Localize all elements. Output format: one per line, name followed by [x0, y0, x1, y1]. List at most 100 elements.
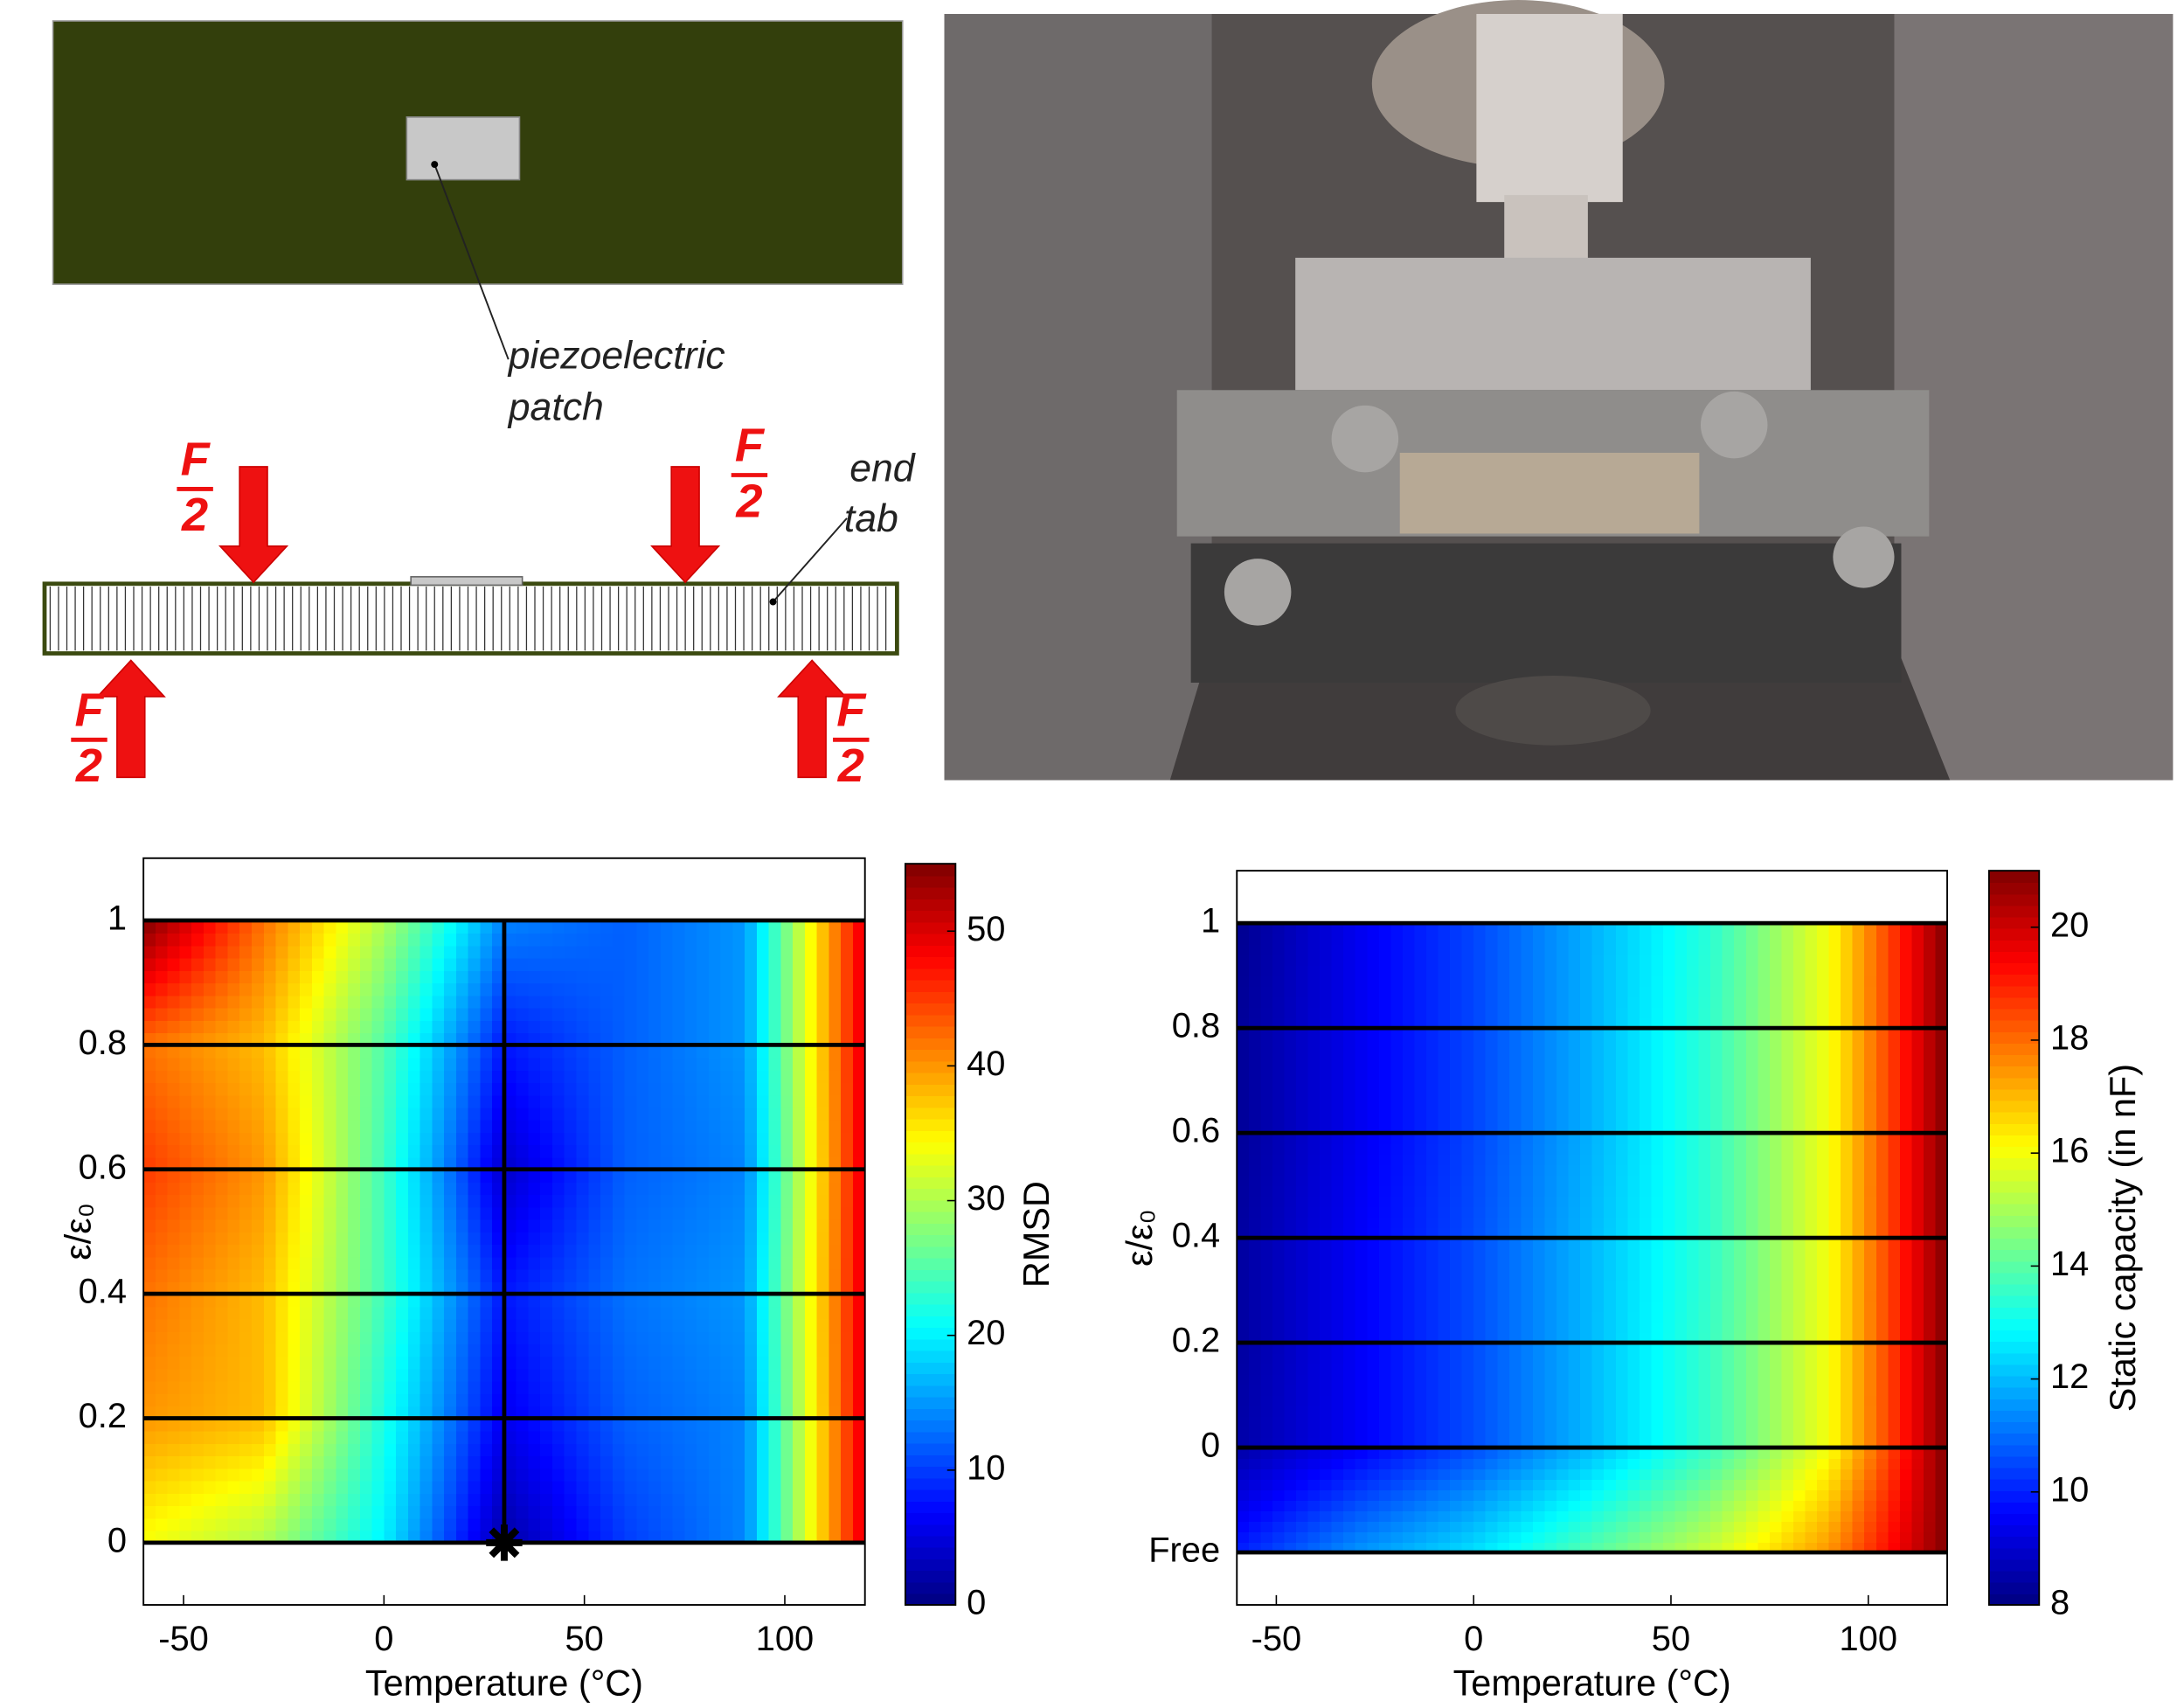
contour-cell — [516, 1007, 530, 1021]
contour-cell — [756, 1169, 770, 1183]
contour-cell — [1875, 1521, 1889, 1532]
contour-cell — [1378, 1385, 1392, 1397]
contour-cell — [852, 1231, 866, 1246]
contour-cell — [1544, 1322, 1557, 1334]
colorbar-segment — [905, 1199, 956, 1212]
plot-frame — [142, 857, 866, 1606]
contour-cell — [672, 1057, 686, 1071]
contour-cell — [660, 1468, 674, 1482]
contour-cell — [1320, 1395, 1333, 1407]
contour-cell — [359, 1380, 373, 1394]
contour-cell — [852, 1194, 866, 1208]
contour-cell — [239, 1330, 253, 1344]
contour-cell — [455, 1480, 469, 1494]
contour-cell — [1320, 1280, 1333, 1292]
contour-cell — [745, 1368, 758, 1382]
contour-cell — [1687, 1269, 1700, 1281]
contour-cell — [1591, 1280, 1605, 1292]
contour-cell — [239, 1082, 253, 1096]
contour-cell — [624, 1330, 638, 1344]
contour-cell — [551, 1206, 565, 1220]
contour-cell — [564, 1368, 578, 1382]
contour-cell — [804, 969, 818, 984]
contour-cell — [155, 982, 169, 996]
contour-cell — [684, 1430, 698, 1444]
contour-cell — [444, 1094, 457, 1108]
contour-cell — [1367, 1448, 1380, 1460]
contour-cell — [275, 1169, 289, 1183]
contour-cell — [780, 1045, 794, 1059]
contour-cell — [263, 945, 277, 959]
colorbar-segment — [905, 1049, 956, 1062]
contour-cell — [179, 1281, 193, 1295]
contour-cell — [564, 1132, 578, 1146]
contour-cell — [263, 957, 277, 971]
contour-cell — [829, 1094, 842, 1108]
contour-cell — [1521, 1311, 1534, 1323]
contour-cell — [348, 1244, 361, 1258]
contour-cell — [720, 1468, 734, 1482]
contour-cell — [852, 1306, 866, 1320]
contour-cell — [1828, 1416, 1842, 1428]
contour-cell — [732, 1231, 746, 1246]
contour-cell — [348, 1107, 361, 1121]
contour-cell — [1604, 1521, 1617, 1532]
contour-cell — [1805, 1468, 1819, 1481]
contour-cell — [1532, 1468, 1546, 1481]
colorbar-segment — [905, 1234, 956, 1247]
contour-cell — [780, 1169, 794, 1183]
contour-cell — [1532, 1416, 1546, 1428]
contour-cell — [745, 1343, 758, 1357]
contour-cell — [251, 1430, 265, 1444]
contour-cell — [697, 1318, 710, 1332]
contour-cell — [852, 1119, 866, 1133]
contour-cell — [540, 1468, 553, 1482]
contour-cell — [841, 1244, 854, 1258]
contour-cell — [323, 1019, 337, 1034]
contour-cell — [323, 1069, 337, 1084]
contour-cell — [503, 1330, 517, 1344]
contour-cell — [1473, 1238, 1487, 1250]
contour-cell — [1521, 1458, 1534, 1470]
contour-cell — [1521, 1364, 1534, 1376]
contour-cell — [793, 945, 806, 959]
contour-cell — [1237, 1269, 1250, 1281]
contour-cell — [756, 1318, 770, 1332]
contour-cell — [407, 1505, 421, 1519]
contour-cell — [816, 1492, 830, 1507]
contour-cell — [1734, 1489, 1747, 1502]
contour-cell — [263, 1455, 277, 1469]
contour-cell — [1758, 1269, 1771, 1281]
contour-cell — [1414, 1406, 1427, 1418]
contour-cell — [528, 1231, 542, 1246]
contour-cell — [612, 969, 626, 984]
contour-cell — [756, 1380, 770, 1394]
contour-cell — [1864, 1416, 1877, 1428]
contour-cell — [804, 1505, 818, 1519]
contour-cell — [1841, 1427, 1854, 1439]
contour-cell — [1911, 1489, 1924, 1502]
contour-cell — [732, 1206, 746, 1220]
contour-cell — [1769, 1395, 1783, 1407]
contour-cell — [407, 1294, 421, 1308]
contour-cell — [468, 945, 482, 959]
contour-cell — [155, 945, 169, 959]
contour-cell — [1390, 1322, 1404, 1334]
contour-cell — [1260, 1406, 1273, 1418]
contour-cell — [1698, 1290, 1712, 1302]
contour-cell — [793, 1244, 806, 1258]
contour-cell — [444, 1219, 457, 1232]
contour-cell — [708, 1256, 722, 1270]
contour-cell — [852, 1455, 866, 1469]
contour-cell — [143, 1231, 156, 1246]
contour-cell — [780, 1492, 794, 1507]
contour-cell — [492, 969, 505, 984]
contour-cell — [672, 995, 686, 1009]
contour-cell — [288, 1306, 301, 1320]
contour-cell — [829, 1107, 842, 1121]
contour-cell — [588, 945, 601, 959]
contour-cell — [720, 1019, 734, 1034]
contour-cell — [1852, 1301, 1866, 1313]
contour-cell — [275, 1356, 289, 1370]
